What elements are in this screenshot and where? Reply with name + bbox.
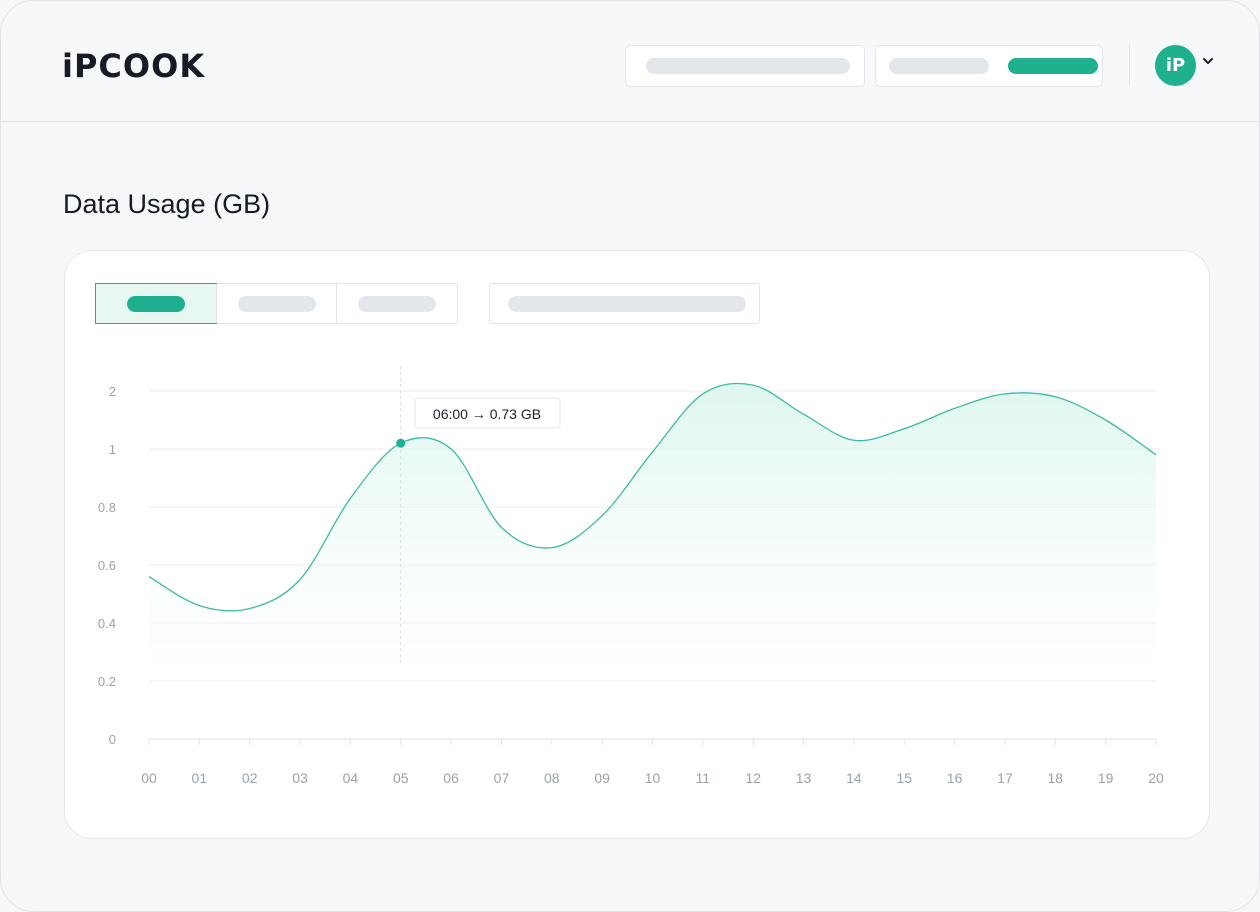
x-tick-label: 13 xyxy=(796,770,812,786)
y-tick-label: 2 xyxy=(109,384,116,399)
y-tick-label: 0.4 xyxy=(98,616,116,631)
x-tick-label: 10 xyxy=(645,770,661,786)
highlight-point[interactable] xyxy=(396,438,406,448)
placeholder-bar xyxy=(237,296,316,312)
action-pill[interactable] xyxy=(1008,58,1098,74)
x-tick-label: 16 xyxy=(947,770,963,786)
y-tick-label: 0.2 xyxy=(98,674,116,689)
logo: iPCOOK xyxy=(62,47,206,85)
y-tick-label: 0.6 xyxy=(98,558,116,573)
range-option[interactable] xyxy=(215,284,337,323)
x-tick-label: 01 xyxy=(192,770,208,786)
x-tick-label: 17 xyxy=(997,770,1013,786)
placeholder-bar xyxy=(126,296,185,312)
x-tick-label: 14 xyxy=(846,770,862,786)
chevron-down-icon[interactable] xyxy=(1201,54,1215,73)
x-tick-label: 15 xyxy=(896,770,912,786)
x-tick-label: 08 xyxy=(544,770,560,786)
x-tick-label: 07 xyxy=(494,770,510,786)
page-title: Data Usage (GB) xyxy=(63,189,271,219)
search-field[interactable] xyxy=(625,45,865,87)
divider xyxy=(1129,45,1130,85)
x-tick-label: 19 xyxy=(1098,770,1114,786)
x-tick-label: 06 xyxy=(443,770,459,786)
x-tick-label: 02 xyxy=(242,770,258,786)
top-bar: iPCOOK iP xyxy=(1,1,1259,122)
x-tick-label: 03 xyxy=(292,770,308,786)
placeholder-bar xyxy=(889,58,989,74)
y-tick-label: 1 xyxy=(109,442,116,457)
avatar[interactable]: iP xyxy=(1155,45,1196,86)
x-tick-label: 04 xyxy=(343,770,359,786)
x-tick-label: 12 xyxy=(745,770,761,786)
range-option[interactable] xyxy=(336,284,457,323)
usage-line xyxy=(148,382,1157,612)
x-tick-label: 00 xyxy=(141,770,157,786)
x-tick-label: 09 xyxy=(594,770,610,786)
x-tick-label: 20 xyxy=(1148,770,1164,786)
range-toggle xyxy=(95,283,458,324)
x-tick-label: 11 xyxy=(696,770,711,786)
x-tick-label: 05 xyxy=(393,770,409,786)
y-tick-label: 0.8 xyxy=(98,500,116,515)
x-tick-label: 18 xyxy=(1048,770,1064,786)
tooltip: 06:00 → 0.73 GB xyxy=(414,397,561,429)
usage-area xyxy=(149,383,1156,739)
placeholder-bar xyxy=(358,296,437,312)
placeholder-bar xyxy=(508,296,746,312)
date-range-picker[interactable] xyxy=(489,283,760,324)
tooltip-text: 06:00 → 0.73 GB xyxy=(433,406,541,422)
balance-widget[interactable] xyxy=(875,45,1103,87)
range-option-active[interactable] xyxy=(95,283,217,324)
placeholder-bar xyxy=(646,58,850,74)
y-tick-label: 0 xyxy=(109,732,116,747)
